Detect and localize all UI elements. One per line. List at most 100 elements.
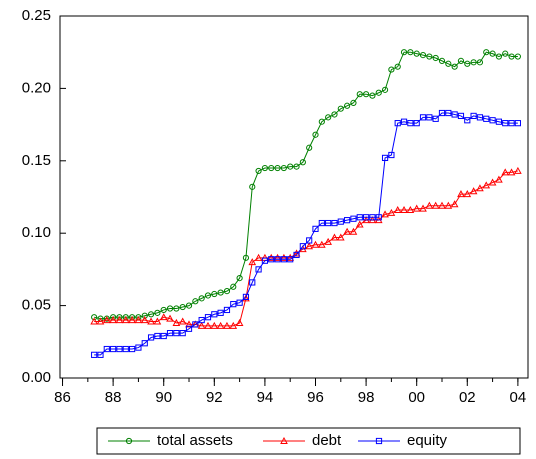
marker xyxy=(514,166,522,174)
plot-frame xyxy=(59,15,529,379)
marker xyxy=(230,301,237,308)
marker xyxy=(121,316,130,324)
marker xyxy=(457,57,465,64)
marker xyxy=(369,214,376,221)
x-tick-label: 96 xyxy=(307,389,324,406)
marker xyxy=(173,330,180,337)
marker xyxy=(356,214,363,221)
marker xyxy=(236,299,243,306)
marker xyxy=(451,111,458,118)
marker xyxy=(381,154,389,162)
marker xyxy=(444,201,453,209)
marker xyxy=(324,237,332,245)
marker xyxy=(261,164,269,172)
marker xyxy=(254,253,263,261)
marker xyxy=(495,118,503,125)
marker xyxy=(502,50,509,57)
marker xyxy=(369,92,376,99)
y-tick-label: 0.20 xyxy=(22,79,51,96)
legend-marker xyxy=(280,436,288,444)
marker xyxy=(159,313,168,321)
marker xyxy=(407,49,414,56)
marker xyxy=(223,321,231,329)
marker xyxy=(318,118,325,125)
marker xyxy=(109,316,117,324)
marker xyxy=(305,242,314,250)
marker xyxy=(280,164,287,172)
series-line xyxy=(94,170,518,327)
marker xyxy=(198,316,205,324)
marker xyxy=(185,320,193,328)
marker xyxy=(236,274,243,282)
marker xyxy=(413,120,420,127)
legend-marker xyxy=(375,437,383,445)
marker xyxy=(153,317,162,325)
marker xyxy=(495,53,503,60)
marker xyxy=(464,117,471,124)
marker xyxy=(91,351,98,358)
marker xyxy=(388,66,395,73)
marker xyxy=(450,200,459,208)
marker xyxy=(103,315,110,322)
marker xyxy=(230,283,237,290)
marker xyxy=(249,183,256,190)
marker xyxy=(293,163,300,170)
marker xyxy=(476,59,484,66)
x-tick-label: 94 xyxy=(257,389,274,406)
marker xyxy=(336,233,345,241)
marker xyxy=(147,311,155,318)
marker xyxy=(344,102,351,109)
marker xyxy=(166,330,174,337)
marker xyxy=(489,50,496,57)
marker xyxy=(160,306,167,314)
marker xyxy=(173,305,180,312)
marker xyxy=(445,109,452,117)
marker xyxy=(223,306,231,314)
marker xyxy=(103,345,110,353)
legend-marker xyxy=(125,437,133,445)
marker xyxy=(211,311,218,318)
marker xyxy=(166,314,174,322)
y-tick-label: 0.10 xyxy=(22,224,51,241)
marker xyxy=(178,317,187,325)
marker xyxy=(508,120,515,127)
marker xyxy=(122,345,129,353)
marker xyxy=(431,201,440,209)
x-tick-label: 02 xyxy=(459,389,476,406)
x-tick-label: 04 xyxy=(510,389,527,406)
marker xyxy=(413,50,420,57)
marker xyxy=(381,86,389,93)
marker xyxy=(134,316,143,324)
marker xyxy=(172,318,181,326)
legend-box xyxy=(96,427,521,455)
marker xyxy=(501,168,510,176)
marker xyxy=(90,317,98,325)
marker xyxy=(211,290,218,298)
marker xyxy=(400,49,408,56)
marker xyxy=(274,256,281,263)
marker xyxy=(273,253,282,261)
marker xyxy=(115,316,124,324)
marker xyxy=(426,114,433,121)
marker xyxy=(514,120,521,127)
marker xyxy=(362,91,370,98)
marker xyxy=(185,302,193,309)
marker xyxy=(393,205,402,214)
marker xyxy=(375,89,382,96)
legend-label: debt xyxy=(312,432,342,449)
marker xyxy=(293,251,300,259)
marker xyxy=(432,54,439,62)
marker xyxy=(488,178,497,186)
marker xyxy=(204,292,212,299)
marker xyxy=(110,345,117,353)
marker xyxy=(312,131,319,138)
marker xyxy=(192,321,199,328)
marker xyxy=(330,233,339,241)
marker xyxy=(344,217,351,224)
marker xyxy=(425,201,434,209)
marker xyxy=(229,321,238,329)
marker xyxy=(419,114,427,121)
y-tick-label: 0.25 xyxy=(22,7,51,24)
marker xyxy=(280,253,288,261)
x-tick-label: 98 xyxy=(358,389,375,406)
